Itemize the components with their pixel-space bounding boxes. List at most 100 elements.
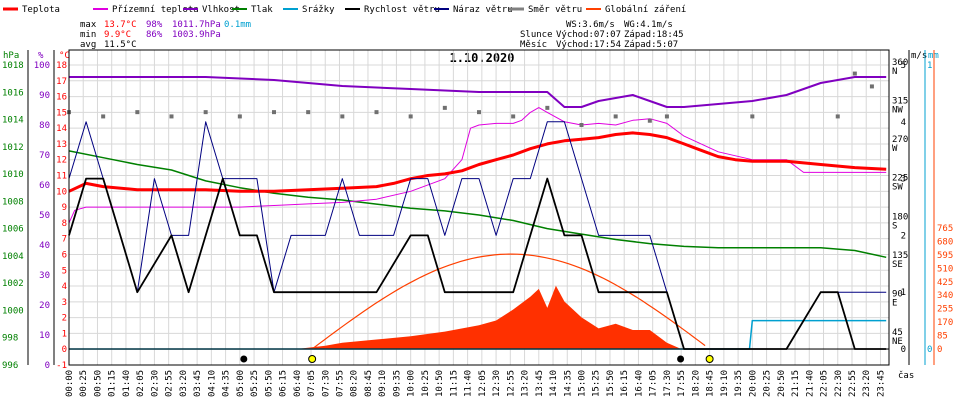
tick-time: 04:35 [222,370,232,397]
tick-temp: 14 [56,124,67,134]
tick-time: 00:00 [65,370,75,397]
series-wind-dir-point [835,114,840,119]
tick-temp: 2 [62,314,67,324]
tick-time: 06:40 [293,370,303,397]
tick-dir-name: N [892,67,897,77]
tick-time: 17:55 [677,370,687,397]
tick-radiation: 425 [937,278,953,288]
tick-dir-deg: 360 [892,58,908,68]
tick-temp: 11 [56,172,67,182]
tick-time: 02:55 [165,370,175,397]
tick-dir-deg: 270 [892,135,908,145]
tick-time: 01:15 [108,370,118,397]
series-wind-dir-point [408,114,413,119]
moonset-marker [240,355,248,363]
tick-temp: 4 [62,282,67,292]
tick-time: 16:15 [620,370,630,397]
stats-avg-temp: 11.5°C [104,40,137,50]
legend: Teplota Přízemní teplota Vlhkost Tlak Sr… [3,5,686,15]
series-wind-dir-point [340,114,345,119]
legend-label-wind-dir: Směr větru [528,5,582,15]
tick-radiation: 595 [937,251,953,261]
tick-time: 02:30 [150,370,160,397]
stats-max-rain: 0.1mm [224,20,251,30]
tick-time: 15:25 [592,370,602,397]
tick-dir-deg: 90 [892,289,903,299]
tick-temp: 1 [62,329,67,339]
tick-time: 07:30 [321,370,331,397]
tick-ms: 3 [901,175,906,185]
tick-pct: 100 [34,61,50,71]
series-wind-dir-point [306,110,311,115]
sun-label: Slunce [520,30,553,40]
series-radiation-area [296,285,682,349]
tick-pct: 80 [39,121,50,131]
tick-time: 13:20 [521,370,531,397]
tick-time: 04:10 [207,370,217,397]
tick-dir-name: NE [892,337,903,347]
series-wind-dir-point [101,114,106,119]
legend-label-pressure: Tlak [251,5,273,15]
tick-hpa: 1014 [2,116,24,126]
tick-pct: 30 [39,271,50,281]
tick-radiation: 765 [937,224,953,234]
tick-time: 14:35 [563,370,573,397]
tick-time: 13:45 [535,370,545,397]
sunrise-marker [308,355,317,363]
series-humidity-line [69,76,887,108]
tick-hpa: 1000 [2,306,24,316]
tick-time: 09:35 [392,370,402,397]
tick-time: 16:40 [634,370,644,397]
stats-block: max 13.7°C 98% 1011.7hPa 0.1mm min 9.9°C… [80,20,251,50]
series-wind-dir-point [237,114,242,119]
unit-hpa: hPa [3,51,19,61]
series-wind-dir-point [511,114,516,119]
legend-label-wind-gust: Náraz větru [453,5,513,15]
tick-radiation: 170 [937,318,953,328]
tick-time: 03:45 [193,370,203,397]
tick-time: 19:35 [734,370,744,397]
tick-time: 15:00 [578,370,588,397]
axis-layer: 1018101610141012101010081006100410021000… [2,50,953,397]
tick-dir-deg: 45 [892,328,903,338]
tick-dir-deg: 315 [892,97,908,107]
tick-temp: 17 [56,77,67,87]
tick-dir-deg: 180 [892,212,908,222]
legend-label-rain: Srážky [302,5,335,15]
stats-min-humidity: 86% [146,30,163,40]
tick-temp: 18 [56,61,67,71]
tick-time: 00:50 [93,370,103,397]
tick-pct: 90 [39,91,50,101]
series-temp-line [68,131,887,193]
tick-temp: 13 [56,140,67,150]
tick-ms: 4 [901,118,906,128]
sun-set: Západ:18:45 [624,30,684,40]
tick-temp: 9 [62,203,67,213]
tick-radiation: 85 [937,332,948,342]
tick-hpa: 1004 [2,252,24,262]
tick-time: 19:10 [720,370,730,397]
unit-time: čas [898,370,914,381]
tick-time: 01:40 [122,370,132,397]
tick-hpa: 1006 [2,225,24,235]
tick-time: 10:50 [435,370,445,397]
stats-max-label: max [80,20,97,30]
legend-label-radiation: Globální záření [605,5,686,15]
tick-time: 23:45 [876,370,886,397]
tick-time: 10:00 [407,370,417,397]
tick-ms: 0 [901,345,906,355]
tick-time: 20:00 [748,370,758,397]
tick-time: 20:50 [777,370,787,397]
tick-hpa: 1016 [2,88,24,98]
unit-temp: °C [59,51,70,61]
tick-pct: 0 [45,361,50,371]
unit-pct: % [38,51,44,61]
tick-time: 09:10 [378,370,388,397]
tick-pct: 60 [39,181,50,191]
tick-time: 14:10 [549,370,559,397]
tick-time: 22:05 [820,370,830,397]
plot-frame [68,49,890,366]
tick-temp: -1 [56,361,67,371]
tick-time: 17:05 [649,370,659,397]
